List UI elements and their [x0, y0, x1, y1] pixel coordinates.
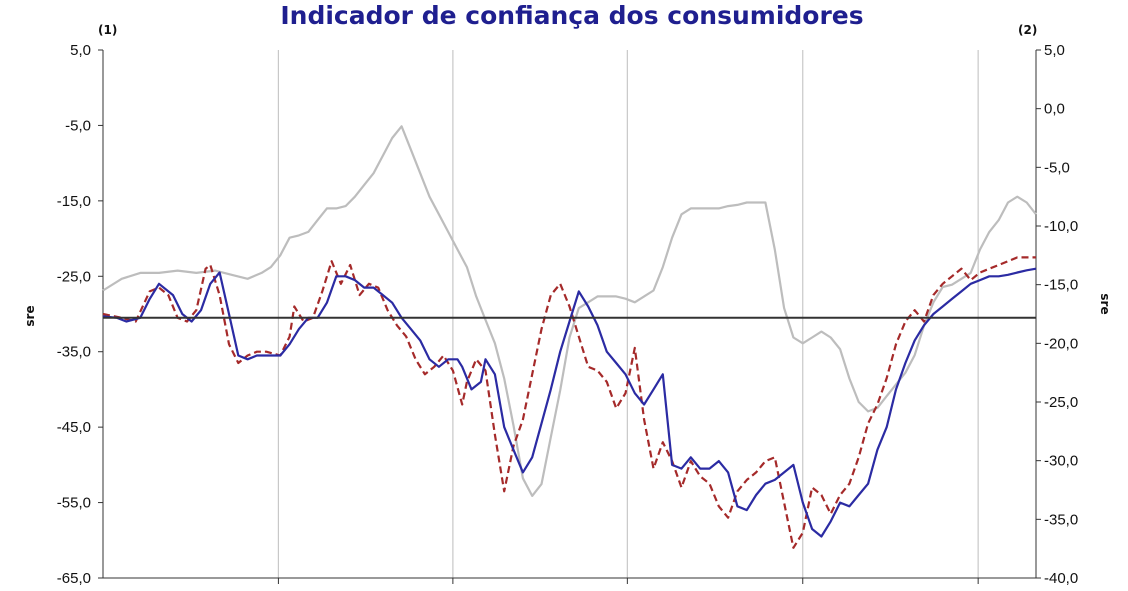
series-line-red: [102, 256, 1036, 549]
right-tick-label: -25,0: [1044, 394, 1078, 411]
right-tick-label: -15,0: [1044, 277, 1078, 294]
right-tick-label: -10,0: [1044, 218, 1078, 235]
right-tick-label: 0,0: [1044, 101, 1065, 118]
series-group: [102, 125, 1037, 549]
series-line-grey: [102, 125, 1037, 497]
left-tick-label: -35,0: [57, 344, 91, 361]
right-tick-label: -5,0: [1044, 159, 1070, 176]
left-tick-label: -45,0: [57, 419, 91, 436]
right-axis-label: sre: [1098, 293, 1112, 314]
chart-title: Indicador de confiança dos consumidores: [280, 1, 863, 30]
left-tick-label: -5,0: [65, 117, 91, 134]
left-tick-label: -55,0: [57, 495, 91, 512]
left-axis-marker: (1): [98, 23, 117, 37]
right-tick-label: 5,0: [1044, 42, 1065, 59]
right-tick-label: -40,0: [1044, 570, 1078, 587]
left-tick-label: 5,0: [70, 42, 91, 59]
right-tick-label: -30,0: [1044, 453, 1078, 470]
left-axis-label: sre: [23, 305, 37, 326]
right-tick-label: -35,0: [1044, 511, 1078, 528]
right-tick-label: -20,0: [1044, 335, 1078, 352]
right-axis-ticks: 5,0 0,0 -5,0 -10,0 -15,0 -20,0 -25,0 -30,0 -35,0…: [1036, 42, 1078, 587]
series-line-blue: [102, 267, 1037, 538]
left-tick-label: -15,0: [57, 193, 91, 210]
left-tick-label: -65,0: [57, 570, 91, 587]
right-axis-marker: (2): [1018, 23, 1037, 37]
plot-area: [103, 50, 1036, 578]
left-axis-ticks: 5,0 -5,0 -15,0 -25,0 -35,0 -45,0 -55,0 -65,0: [57, 42, 103, 587]
vertical-gridlines: [102, 50, 1037, 584]
left-tick-label: -25,0: [57, 268, 91, 285]
